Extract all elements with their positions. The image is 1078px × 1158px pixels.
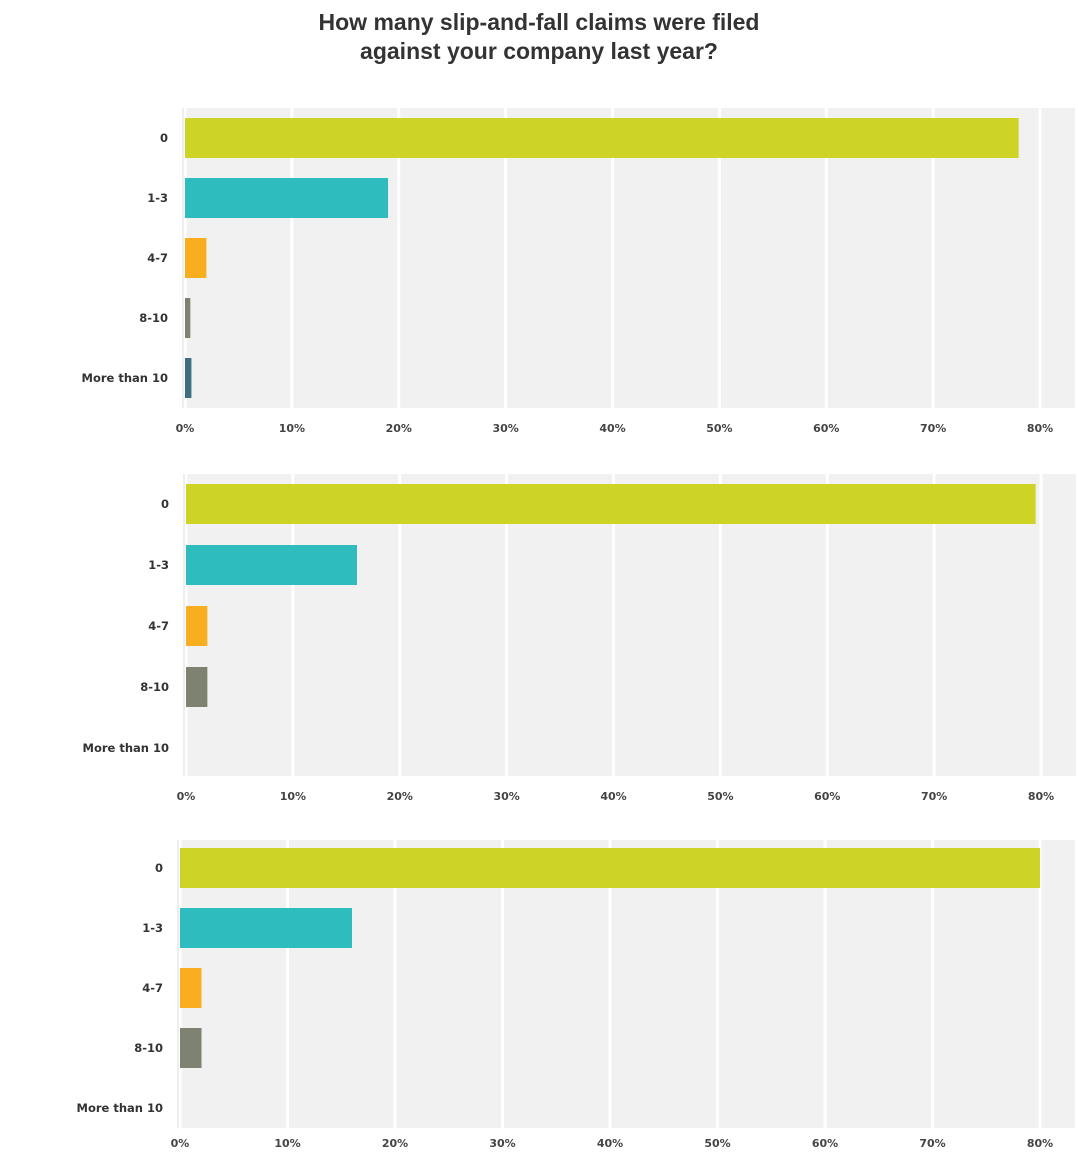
chart-title-line-2: against your company last year? (360, 38, 718, 64)
bar-chart-2: 0 1-3 4-7 8-10 More than 10 0% 10% 20% 30% 40% 50%… (83, 474, 1076, 803)
tick-label: 30% (493, 790, 519, 803)
bar-1 (186, 484, 1036, 524)
bar-5 (185, 358, 192, 398)
bar-1 (185, 118, 1019, 158)
tick-label: 20% (387, 790, 413, 803)
tick-label: 60% (814, 790, 840, 803)
category-label: More than 10 (82, 371, 168, 385)
category-label: 1-3 (147, 191, 168, 205)
chart-title-line-1: How many slip-and-fall claims were filed (318, 9, 760, 35)
tick-label: 30% (489, 1137, 515, 1150)
tick-label: 40% (600, 790, 626, 803)
tick-label: 80% (1027, 1137, 1053, 1150)
category-label: 1-3 (142, 921, 163, 935)
bar-4 (180, 1028, 202, 1068)
tick-label: 0% (176, 422, 195, 435)
tick-label: 70% (920, 422, 946, 435)
tick-label: 70% (921, 790, 947, 803)
tick-label: 0% (171, 1137, 190, 1150)
bar-3 (185, 238, 207, 278)
category-label: 0 (161, 497, 169, 511)
tick-label: 60% (813, 422, 839, 435)
tick-label: 60% (812, 1137, 838, 1150)
tick-label: 0% (177, 790, 196, 803)
tick-label: 80% (1028, 790, 1054, 803)
category-label: More than 10 (77, 1101, 163, 1115)
category-label: 4-7 (147, 251, 168, 265)
tick-label: 50% (704, 1137, 730, 1150)
category-label: 4-7 (148, 619, 169, 633)
tick-label: 10% (280, 790, 306, 803)
category-label: 0 (160, 131, 168, 145)
bar-3 (186, 606, 208, 646)
bar-4 (186, 667, 208, 707)
tick-label: 80% (1027, 422, 1053, 435)
category-label: 4-7 (142, 981, 163, 995)
tick-label: 40% (597, 1137, 623, 1150)
plot-area (184, 474, 1076, 776)
bar-2 (185, 178, 389, 218)
category-label: 8-10 (134, 1041, 163, 1055)
bar-1 (180, 848, 1040, 888)
tick-label: 50% (706, 422, 732, 435)
bar-chart-1: 0 1-3 4-7 8-10 More than 10 0% 10% 20% 30% 40% 50%… (82, 108, 1075, 435)
bar-chart-3: 0 1-3 4-7 8-10 More than 10 0% 10% 20% 30% 40% 50%… (77, 840, 1075, 1150)
tick-label: 50% (707, 790, 733, 803)
category-label: 1-3 (148, 558, 169, 572)
tick-label: 10% (274, 1137, 300, 1150)
category-label: 8-10 (139, 311, 168, 325)
bar-3 (180, 968, 202, 1008)
tick-label: 30% (492, 422, 518, 435)
category-label: 0 (155, 861, 163, 875)
tick-label: 10% (279, 422, 305, 435)
tick-label: 70% (919, 1137, 945, 1150)
tick-label: 20% (382, 1137, 408, 1150)
tick-label: 20% (386, 422, 412, 435)
bar-2 (186, 545, 357, 585)
bar-4 (185, 298, 191, 338)
category-label: More than 10 (83, 741, 169, 755)
tick-label: 40% (599, 422, 625, 435)
bar-2 (180, 908, 352, 948)
chart-title: How many slip-and-fall claims were filed… (0, 8, 1078, 66)
category-label: 8-10 (140, 680, 169, 694)
